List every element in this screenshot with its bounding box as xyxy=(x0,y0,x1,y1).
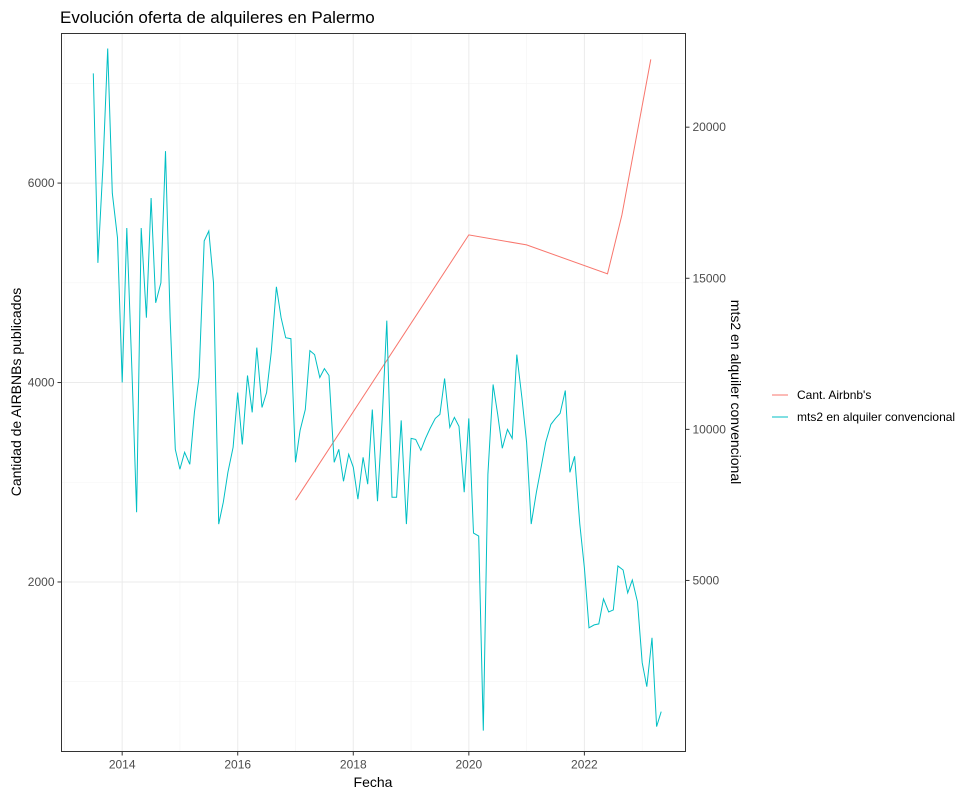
x-tick-label: 2014 xyxy=(109,758,136,772)
series-line-mts2 xyxy=(92,48,662,731)
legend: Cant. Airbnb's mts2 en alquiler convenci… xyxy=(772,388,955,424)
x-tick-label: 2018 xyxy=(340,758,367,772)
series-line-airbnb xyxy=(295,59,652,501)
y-right-tick-label: 5000 xyxy=(693,573,720,587)
grid xyxy=(61,33,686,752)
plot-panel xyxy=(61,33,686,752)
y-right-tick-label: 15000 xyxy=(693,271,727,285)
y-right-tick-label: 20000 xyxy=(693,120,727,134)
y-right-axis: 5000 10000 15000 20000 xyxy=(685,120,727,587)
x-axis: 2014 2016 2018 2020 2022 xyxy=(109,751,598,772)
y-left-tick-label: 4000 xyxy=(28,376,55,390)
x-tick-label: 2022 xyxy=(571,758,598,772)
y-left-tick-label: 2000 xyxy=(28,575,55,589)
legend-label-mts2: mts2 en alquiler convencional xyxy=(797,410,955,424)
series-group xyxy=(92,48,662,731)
y-right-tick-label: 10000 xyxy=(693,422,727,436)
x-tick-label: 2016 xyxy=(224,758,251,772)
y-right-axis-title: mts2 en alquiler convencional xyxy=(728,300,744,484)
y-left-axis-title: Cantidad de AIRBNBs publicados xyxy=(8,288,24,497)
y-left-tick-label: 6000 xyxy=(28,176,55,190)
x-axis-title: Fecha xyxy=(354,774,393,790)
y-left-axis: 2000 4000 6000 xyxy=(28,176,62,589)
chart-title: Evolución oferta de alquileres en Palerm… xyxy=(60,8,375,27)
x-tick-label: 2020 xyxy=(455,758,482,772)
legend-label-airbnb: Cant. Airbnb's xyxy=(797,388,871,402)
